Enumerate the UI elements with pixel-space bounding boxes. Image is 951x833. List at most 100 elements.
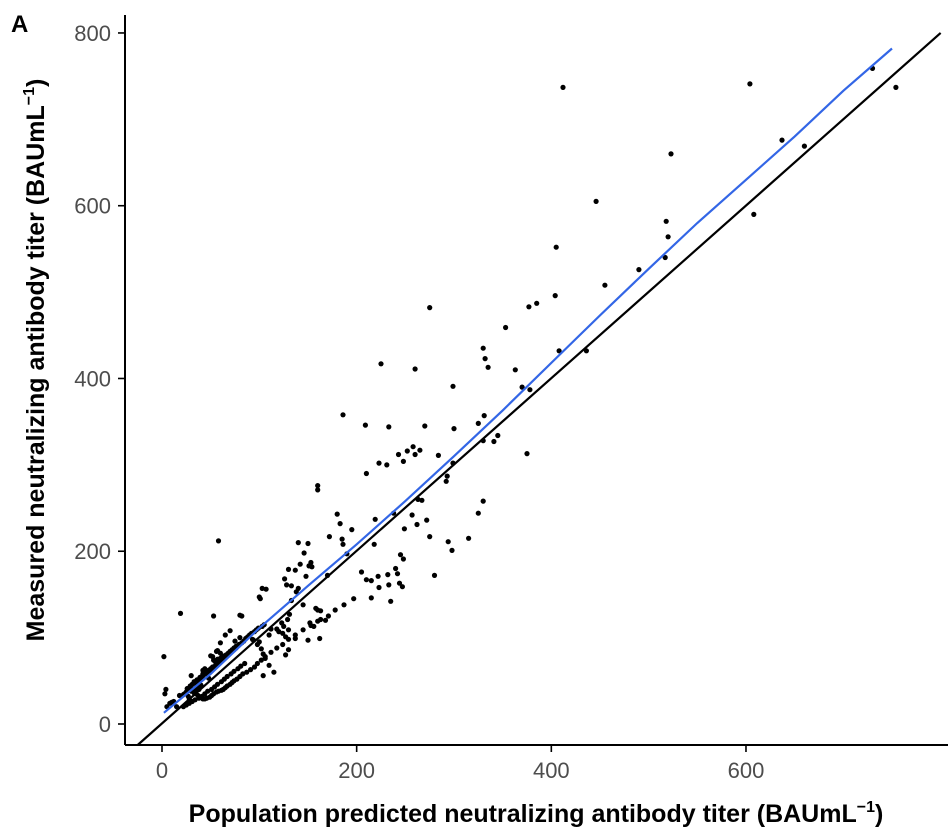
data-point [285,616,291,623]
data-point [215,538,222,544]
data-point [393,565,399,572]
data-point [409,512,415,518]
data-point [222,632,228,638]
data-point [668,151,674,157]
data-point [363,577,369,583]
data-point [292,632,298,638]
data-point [417,447,423,453]
data-point [375,573,381,579]
data-point [232,638,238,644]
data-point [662,254,668,261]
data-point [443,478,449,484]
data-point [395,451,402,458]
panel-label: A [11,11,28,38]
data-point [254,660,260,667]
data-point [415,496,421,502]
data-point [259,585,265,592]
data-point [300,602,306,608]
data-point [288,583,294,589]
data-point [322,617,329,623]
data-point [326,534,332,540]
data-point [258,657,264,663]
data-point [779,137,785,143]
data-point [258,646,264,652]
data-point [263,586,269,592]
identity-line [136,32,942,746]
data-point [337,521,343,527]
data-point [271,669,277,675]
data-point [371,541,377,547]
data-point [211,613,217,619]
data-point [205,688,211,694]
data-point [293,589,299,595]
data-point [747,81,753,87]
data-point [663,218,669,224]
data-point [397,552,404,558]
data-point [526,304,532,310]
data-point [305,637,311,643]
data-point [414,521,420,528]
data-point [284,582,290,588]
data-point [466,535,472,541]
plot-panel [136,32,942,746]
data-point [280,630,286,636]
data-point [527,387,533,393]
data-point [332,607,338,613]
data-point [399,584,405,590]
data-point [435,452,441,458]
y-axis-title: Measured neutralizing antibody titer (BA… [21,79,50,642]
data-point [257,596,263,602]
x-tick-label: 0 [156,758,168,783]
data-point [519,384,525,390]
data-point [512,367,518,373]
data-point [315,483,321,489]
data-point [427,534,433,540]
y-tick-label: 600 [74,194,111,219]
data-point [244,669,250,675]
data-point [176,692,183,699]
data-point [283,652,289,658]
data-point [404,448,410,454]
data-point [240,671,246,677]
data-point [340,412,346,418]
x-ticks: 0 200 400 600 [156,745,764,783]
data-point [163,686,169,693]
data-point [211,657,217,663]
data-point [475,510,481,516]
data-point [214,681,221,687]
data-point [386,424,392,430]
y-tick-label: 0 [99,712,111,737]
data-point [217,640,223,646]
x-axis-title: Population predicted neutralizing antibo… [189,799,884,828]
data-point [412,366,418,372]
data-point [231,668,237,674]
data-point [276,629,282,635]
data-point [451,426,457,432]
smooth-line-group [163,47,893,714]
data-point [268,649,274,655]
data-point [248,667,254,673]
data-point [285,636,292,642]
data-point [192,697,198,703]
smooth-fit-line [163,47,893,714]
data-point [368,578,374,584]
data-point [495,432,501,439]
data-point [376,460,382,466]
data-point [475,420,481,426]
data-point [412,451,418,458]
data-point [167,700,173,706]
data-point [256,639,262,645]
data-point [665,234,671,240]
data-point [177,610,184,617]
identity-line-group [136,32,942,746]
data-point [480,345,486,351]
data-point [297,561,303,567]
data-point [534,300,540,306]
data-point [318,608,324,614]
data-point [362,422,368,428]
data-point [368,595,374,601]
data-point [324,572,331,579]
data-point [636,267,642,273]
data-point [301,550,307,556]
data-point [410,444,416,450]
